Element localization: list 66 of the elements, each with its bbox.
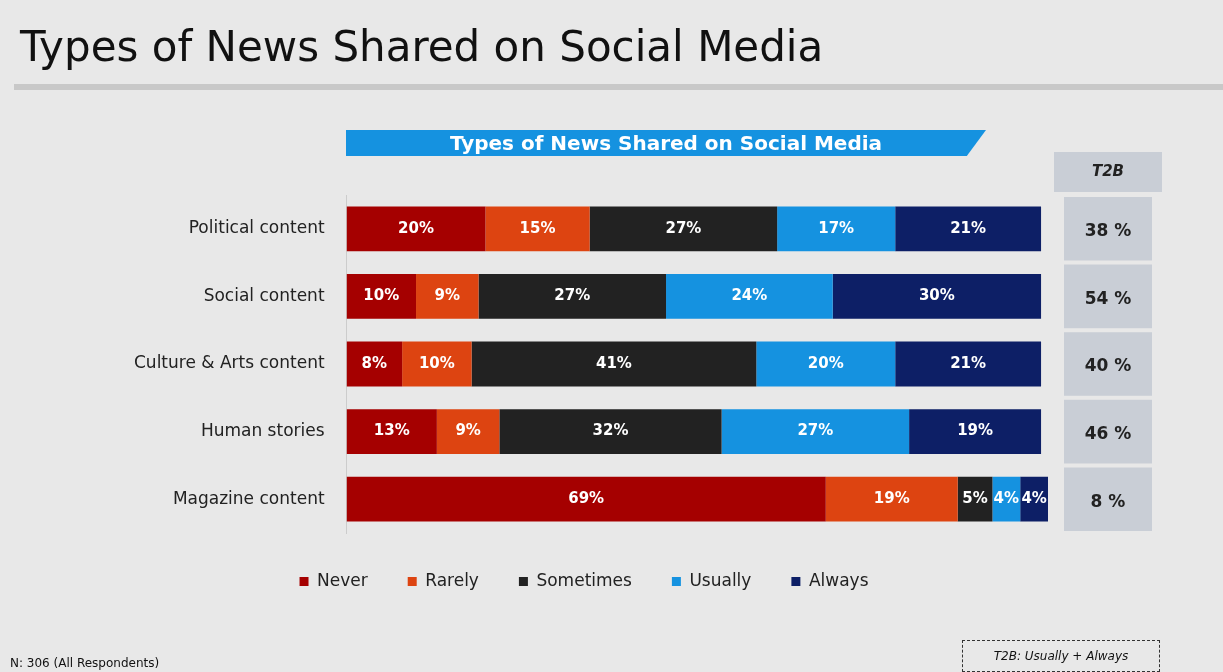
- data-label: 27%: [797, 421, 834, 440]
- data-label: 20%: [807, 353, 844, 372]
- legend-label: Never: [317, 569, 368, 590]
- bar: [478, 274, 667, 319]
- data-label: 8%: [361, 353, 388, 372]
- chart-title: Types of News Shared on Social Media: [20, 22, 824, 71]
- bar: [485, 206, 590, 252]
- bar: [589, 206, 778, 252]
- data-label: 10%: [418, 353, 455, 372]
- data-label: 30%: [918, 286, 955, 305]
- data-label: 9%: [434, 286, 461, 305]
- bar: [666, 274, 833, 319]
- data-label: 4%: [993, 489, 1020, 508]
- data-label: 17%: [818, 218, 855, 237]
- bar: [346, 206, 486, 252]
- text: 38 %: [1084, 220, 1132, 241]
- legend-label: Usually: [689, 569, 752, 590]
- bar: [777, 206, 896, 252]
- text: T2B: [1091, 161, 1125, 180]
- data-label: 4%: [1021, 489, 1047, 508]
- legend-label: Rarely: [425, 569, 479, 590]
- data-label: 10%: [363, 286, 400, 305]
- text: 40 %: [1084, 355, 1132, 376]
- data-label: 19%: [957, 421, 994, 440]
- y-tick-label: Magazine content: [172, 487, 325, 508]
- text: 54 %: [1084, 287, 1132, 308]
- data-label: 21%: [950, 353, 987, 372]
- text: T2B: Usually + Always: [962, 640, 1160, 672]
- bar: [346, 409, 437, 454]
- data-label: 21%: [950, 218, 987, 237]
- bar: [471, 341, 757, 387]
- y-tick-label: Social content: [203, 284, 325, 305]
- data-label: 20%: [398, 218, 434, 237]
- bar: [402, 341, 472, 387]
- bar: [416, 274, 479, 319]
- bar: [909, 409, 1042, 454]
- bar: [721, 409, 910, 454]
- text: 8 %: [1090, 490, 1126, 511]
- y-tick-label: Human stories: [200, 420, 325, 441]
- bar: [895, 341, 1042, 387]
- text: 46 %: [1084, 423, 1132, 444]
- legend-label: Always: [808, 569, 869, 590]
- data-label: 27%: [665, 218, 702, 237]
- y-tick-label: Political content: [188, 217, 325, 238]
- bar: [756, 341, 896, 387]
- data-label: 24%: [731, 286, 768, 305]
- data-label: 69%: [568, 489, 605, 508]
- bar: [436, 409, 500, 454]
- bar: [499, 409, 722, 454]
- data-label: 27%: [554, 286, 591, 305]
- data-label: 15%: [519, 218, 556, 237]
- bar: [346, 476, 826, 522]
- data-label: 5%: [962, 489, 988, 508]
- bar: [825, 476, 958, 522]
- data-label: 41%: [596, 353, 632, 372]
- text: N: 306 (All Respondents): [10, 656, 160, 670]
- bar: [895, 206, 1042, 252]
- legend-label: Sometimes: [536, 569, 633, 590]
- chart-subtitle: Types of News Shared on Social Media: [346, 130, 986, 156]
- bar: [832, 274, 1042, 319]
- data-label: 19%: [873, 489, 910, 508]
- bar: [346, 274, 417, 319]
- data-label: 9%: [455, 421, 481, 440]
- data-label: 13%: [373, 421, 410, 440]
- data-label: 32%: [592, 421, 629, 440]
- y-tick-label: Culture & Arts content: [134, 352, 325, 373]
